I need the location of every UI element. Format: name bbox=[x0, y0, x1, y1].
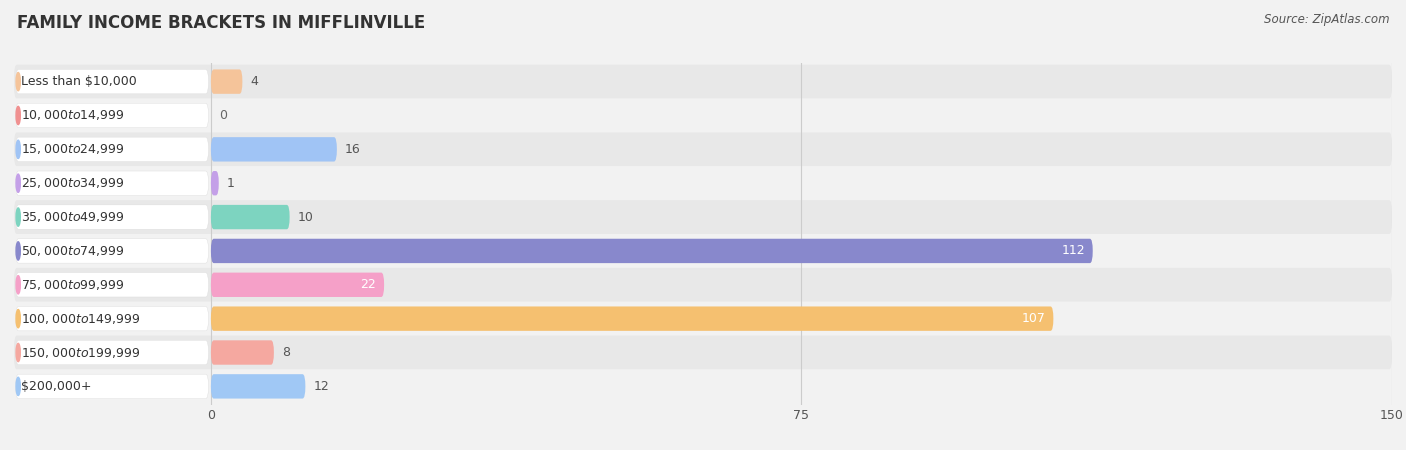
FancyBboxPatch shape bbox=[211, 239, 1092, 263]
FancyBboxPatch shape bbox=[14, 132, 1392, 166]
Text: 0: 0 bbox=[219, 109, 226, 122]
FancyBboxPatch shape bbox=[14, 336, 1392, 369]
Text: 16: 16 bbox=[344, 143, 360, 156]
FancyBboxPatch shape bbox=[15, 205, 208, 229]
FancyBboxPatch shape bbox=[15, 104, 208, 128]
FancyBboxPatch shape bbox=[211, 340, 274, 364]
FancyBboxPatch shape bbox=[15, 239, 208, 263]
FancyBboxPatch shape bbox=[14, 99, 1392, 132]
FancyBboxPatch shape bbox=[211, 273, 384, 297]
Circle shape bbox=[15, 310, 20, 328]
Text: 107: 107 bbox=[1022, 312, 1046, 325]
Text: $15,000 to $24,999: $15,000 to $24,999 bbox=[21, 142, 124, 156]
FancyBboxPatch shape bbox=[14, 369, 1392, 403]
Text: 112: 112 bbox=[1062, 244, 1085, 257]
FancyBboxPatch shape bbox=[211, 306, 1053, 331]
Text: Less than $10,000: Less than $10,000 bbox=[21, 75, 136, 88]
Circle shape bbox=[15, 377, 20, 396]
Text: $150,000 to $199,999: $150,000 to $199,999 bbox=[21, 346, 141, 360]
Text: $200,000+: $200,000+ bbox=[21, 380, 91, 393]
FancyBboxPatch shape bbox=[15, 340, 208, 364]
Circle shape bbox=[15, 72, 20, 91]
Circle shape bbox=[15, 174, 20, 192]
FancyBboxPatch shape bbox=[15, 374, 208, 399]
Text: 1: 1 bbox=[226, 177, 235, 190]
Text: 4: 4 bbox=[250, 75, 259, 88]
Circle shape bbox=[15, 140, 20, 158]
Text: $10,000 to $14,999: $10,000 to $14,999 bbox=[21, 108, 124, 122]
Circle shape bbox=[15, 242, 20, 260]
FancyBboxPatch shape bbox=[14, 200, 1392, 234]
Text: $75,000 to $99,999: $75,000 to $99,999 bbox=[21, 278, 124, 292]
Text: 22: 22 bbox=[360, 278, 377, 291]
Text: $35,000 to $49,999: $35,000 to $49,999 bbox=[21, 210, 124, 224]
FancyBboxPatch shape bbox=[211, 69, 242, 94]
Circle shape bbox=[15, 276, 20, 294]
FancyBboxPatch shape bbox=[211, 171, 219, 195]
Text: 10: 10 bbox=[298, 211, 314, 224]
FancyBboxPatch shape bbox=[15, 273, 208, 297]
Text: $50,000 to $74,999: $50,000 to $74,999 bbox=[21, 244, 124, 258]
Text: $100,000 to $149,999: $100,000 to $149,999 bbox=[21, 312, 141, 326]
FancyBboxPatch shape bbox=[15, 306, 208, 331]
FancyBboxPatch shape bbox=[14, 268, 1392, 302]
FancyBboxPatch shape bbox=[211, 205, 290, 229]
Circle shape bbox=[15, 106, 20, 125]
FancyBboxPatch shape bbox=[211, 137, 337, 162]
Circle shape bbox=[15, 343, 20, 362]
Text: Source: ZipAtlas.com: Source: ZipAtlas.com bbox=[1264, 14, 1389, 27]
FancyBboxPatch shape bbox=[15, 171, 208, 195]
FancyBboxPatch shape bbox=[14, 234, 1392, 268]
FancyBboxPatch shape bbox=[15, 69, 208, 94]
FancyBboxPatch shape bbox=[14, 302, 1392, 336]
Text: 8: 8 bbox=[281, 346, 290, 359]
Text: FAMILY INCOME BRACKETS IN MIFFLINVILLE: FAMILY INCOME BRACKETS IN MIFFLINVILLE bbox=[17, 14, 425, 32]
FancyBboxPatch shape bbox=[14, 166, 1392, 200]
FancyBboxPatch shape bbox=[14, 65, 1392, 99]
FancyBboxPatch shape bbox=[15, 137, 208, 162]
FancyBboxPatch shape bbox=[211, 374, 305, 399]
Circle shape bbox=[15, 208, 20, 226]
Text: $25,000 to $34,999: $25,000 to $34,999 bbox=[21, 176, 124, 190]
Text: 12: 12 bbox=[314, 380, 329, 393]
